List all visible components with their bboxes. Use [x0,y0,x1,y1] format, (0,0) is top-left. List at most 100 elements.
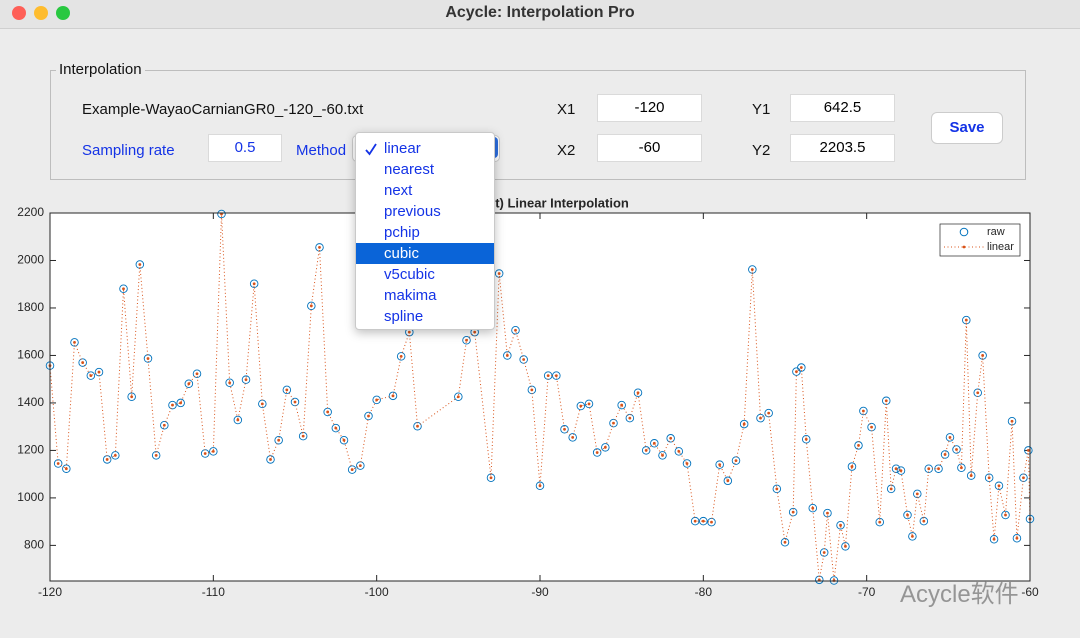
data-point [334,426,338,430]
close-button[interactable] [12,6,26,20]
data-point [878,520,882,524]
data-point [957,463,966,473]
data-point [783,540,787,544]
x-tick-label: -80 [695,585,713,599]
data-point [388,391,398,401]
data-point [1004,513,1007,517]
save-button[interactable]: Save [931,112,1003,144]
data-point [701,519,705,523]
data-point [203,452,207,455]
data-point [699,516,708,526]
data-point [503,351,512,360]
data-point [674,447,684,456]
data-point [884,399,888,403]
data-point [994,481,1004,491]
data-point [857,444,860,447]
data-point [391,394,395,398]
data-point [511,326,520,335]
x1-label: X1 [557,101,576,118]
data-point [981,354,985,357]
data-point [850,465,854,468]
data-point [620,403,624,407]
data-point [249,279,259,289]
menu-item[interactable]: spline [384,308,424,325]
data-point [241,375,251,384]
data-point [519,355,528,364]
data-point [742,422,746,426]
data-point [522,358,526,361]
data-point [844,544,847,548]
data-point [726,479,730,483]
data-point [644,449,648,452]
check-mark [365,143,377,156]
data-point [560,425,569,434]
data-point [913,489,922,499]
data-point [146,357,150,360]
menu-item[interactable]: makima [384,287,437,304]
data-point [899,469,903,472]
data-point [911,534,914,538]
group-title: Interpolation [56,61,145,78]
data-point [903,510,912,520]
menu-item[interactable]: v5cubic [384,266,435,283]
data-point [934,464,943,473]
data-point [750,268,754,271]
data-point [568,433,577,442]
menu-item[interactable]: next [384,182,413,199]
data-point [285,388,289,392]
data-point [847,462,857,471]
data-point [535,481,545,491]
menu-item[interactable]: nearest [384,161,435,178]
legend-label: linear [987,241,1014,253]
x1-field[interactable]: -120 [597,94,702,122]
data-point [571,435,575,439]
sampling-rate-field[interactable]: 0.5 [208,134,282,162]
data-point [1022,476,1025,480]
data-point [715,460,724,469]
menu-item[interactable]: previous [384,203,441,220]
y-tick-label: 2000 [17,253,44,267]
data-point [759,416,762,420]
data-point [563,427,566,431]
data-point [685,462,689,465]
data-point [595,451,599,454]
y1-label: Y1 [752,101,771,118]
data-point [579,404,583,408]
data-point [693,519,697,523]
data-point [127,392,136,402]
legend-box [939,223,1021,257]
y1-field[interactable]: 642.5 [790,94,895,122]
data-point [584,399,594,409]
data-point [960,466,963,470]
data-point [723,476,733,486]
data-point [260,402,264,406]
y-tick-label: 2200 [17,205,44,219]
minimize-button[interactable] [34,6,48,20]
data-point [799,366,803,369]
menu-item[interactable]: cubic [356,243,494,264]
x2-field[interactable]: -60 [597,134,702,162]
x2-label: X2 [557,142,576,159]
data-point [682,459,692,468]
data-point [225,378,234,388]
menu-item[interactable]: pchip [384,224,420,241]
data-point [64,467,68,471]
data-point [780,538,790,547]
data-point [1012,534,1022,543]
data-point [514,328,517,332]
data-point [78,358,87,367]
data-point [497,272,501,275]
y2-field[interactable]: 2203.5 [790,134,895,162]
zoom-button[interactable] [56,6,70,20]
menu-item[interactable]: linear [356,138,494,159]
data-point [326,410,330,414]
data-point [955,448,958,451]
data-point [775,487,779,491]
data-point [739,419,749,429]
data-point [339,435,349,445]
data-point [119,284,128,293]
data-point [797,363,806,372]
y-tick-label: 800 [24,538,44,552]
y-tick-label: 1800 [17,300,44,314]
